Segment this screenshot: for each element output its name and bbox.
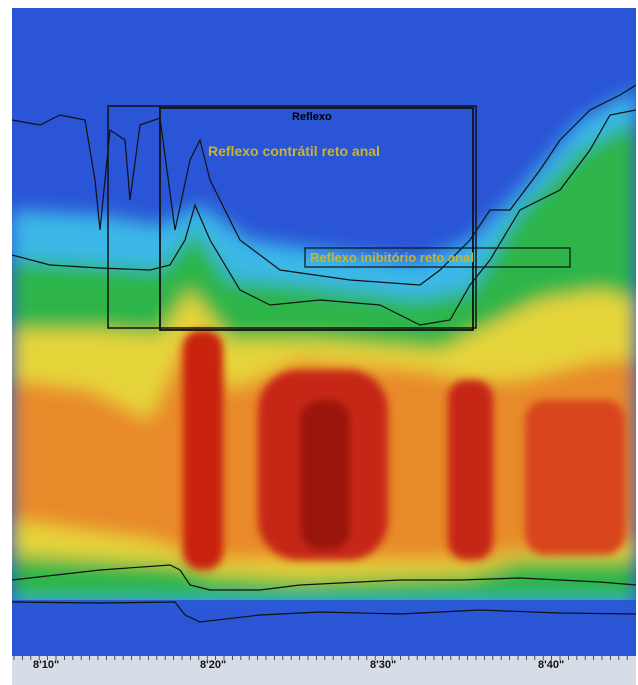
reflex-box-outer	[107, 105, 477, 329]
hotspot-5	[300, 400, 350, 550]
tick-label-840: 8'40"	[538, 659, 564, 671]
hotspot-1	[183, 330, 223, 570]
bottom-lowband	[12, 600, 636, 656]
heatmap-field: Reflexo Reflexo contrátil reto anal Refl…	[12, 8, 636, 656]
isobar-middle	[12, 109, 636, 326]
hotspot-4	[525, 400, 625, 555]
time-axis-strip	[12, 656, 636, 685]
tick-label-810: 8'10"	[33, 659, 59, 671]
inhibitory-label-box	[304, 247, 571, 268]
hotspot-3	[448, 380, 493, 560]
isobar-bottom-2	[12, 601, 636, 623]
tick-label-820: 8'20"	[200, 659, 226, 671]
time-axis-minor-ticks	[13, 656, 628, 660]
isobar-upper	[12, 84, 636, 286]
contractile-reflex-label: Reflexo contrátil reto anal	[208, 143, 380, 159]
reflex-box-label: Reflexo	[292, 111, 332, 123]
inhibitory-reflex-label: Reflexo inibitório reto anal	[310, 250, 474, 265]
isobar-bottom-1	[12, 564, 636, 591]
tick-label-830: 8'30"	[370, 659, 396, 671]
reflex-box-main	[159, 107, 474, 331]
